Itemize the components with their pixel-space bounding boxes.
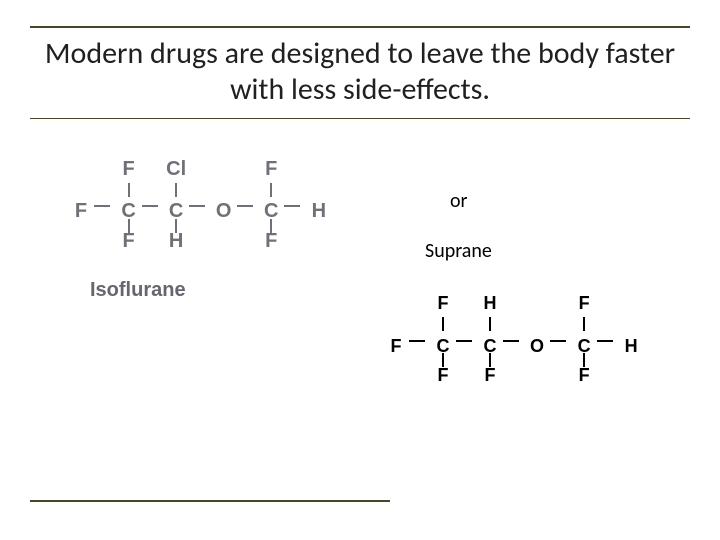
- isoflurane-structure: F Cl F F C C O C H: [70, 159, 330, 253]
- bond-horizontal: [140, 195, 160, 217]
- atom: F: [260, 231, 282, 251]
- bond-horizontal: [454, 330, 474, 352]
- slide-title: Modern drugs are designed to leave the b…: [30, 36, 690, 108]
- suprane-structure: F H F F C C O C H: [385, 294, 642, 388]
- bond-horizontal: [282, 195, 302, 217]
- atom: H: [165, 231, 187, 251]
- bond-horizontal: [548, 330, 568, 352]
- bond-horizontal: [92, 195, 112, 217]
- atom: F: [573, 366, 595, 384]
- bond-horizontal: [235, 195, 255, 217]
- bond-horizontal: [187, 195, 207, 217]
- bond-vertical: [432, 317, 454, 331]
- atom: F: [479, 366, 501, 384]
- bond-horizontal: [501, 330, 521, 352]
- atom: F: [573, 294, 595, 312]
- title-block: Modern drugs are designed to leave the b…: [30, 26, 690, 119]
- atom: F: [260, 159, 282, 179]
- slide: Modern drugs are designed to leave the b…: [0, 0, 720, 540]
- bond-vertical: [260, 219, 282, 233]
- atom: F: [432, 366, 454, 384]
- bond-vertical: [479, 317, 501, 331]
- bond-vertical: [118, 183, 140, 197]
- atom: F: [432, 294, 454, 312]
- bottom-rule: [30, 500, 390, 502]
- bond-horizontal: [595, 330, 615, 352]
- bond-horizontal: [407, 330, 427, 352]
- suprane-label: Suprane: [425, 239, 492, 263]
- atom: H: [479, 294, 501, 312]
- bond-vertical: [118, 219, 140, 233]
- bond-vertical: [165, 183, 187, 197]
- bond-vertical: [573, 317, 595, 331]
- content-area: F Cl F F C C O C H: [30, 139, 690, 489]
- or-label: or: [450, 189, 468, 213]
- isoflurane-label: Isoflurane: [90, 279, 186, 302]
- bond-vertical: [165, 219, 187, 233]
- bond-vertical: [432, 353, 454, 367]
- bond-vertical: [573, 353, 595, 367]
- atom: F: [118, 231, 140, 251]
- bond-vertical: [260, 183, 282, 197]
- atom: F: [118, 159, 140, 179]
- bond-vertical: [479, 353, 501, 367]
- atom: Cl: [165, 159, 187, 179]
